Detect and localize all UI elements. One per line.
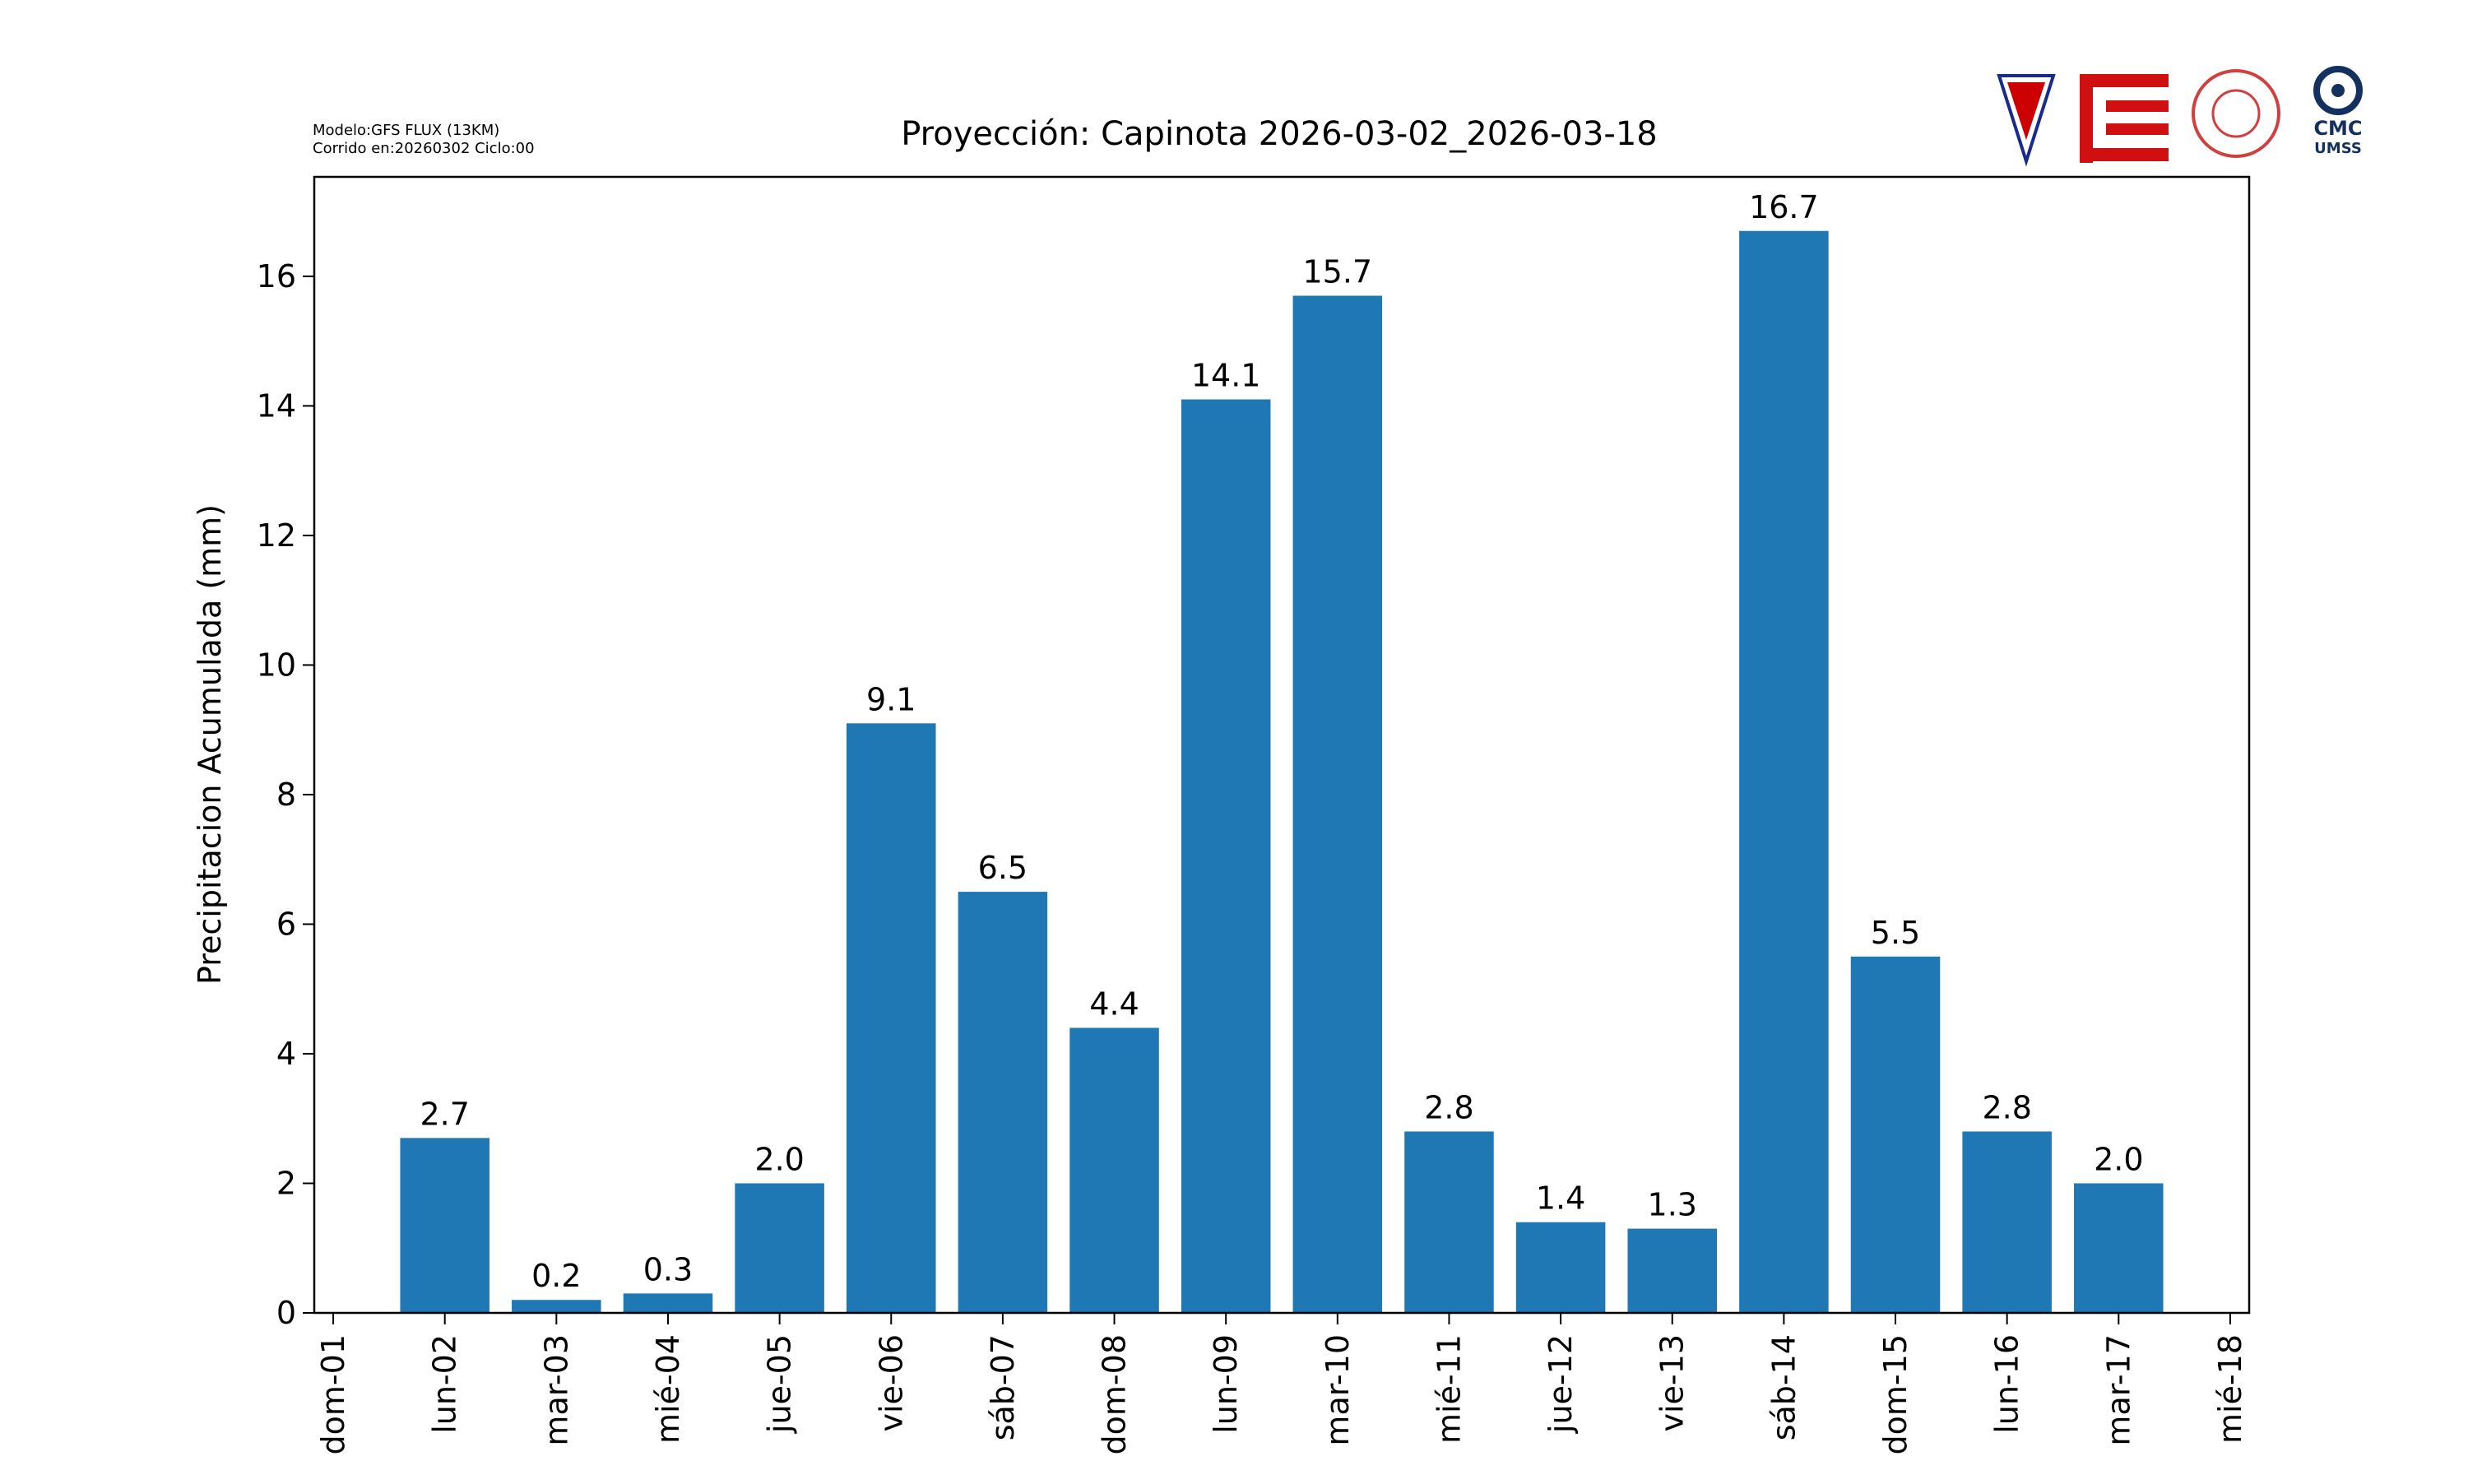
- value-label: 6.5: [978, 850, 1028, 886]
- value-label: 2.0: [754, 1141, 804, 1177]
- bar: [1850, 956, 1941, 1313]
- plot-frame: [313, 175, 2251, 1315]
- value-label: 15.7: [1303, 254, 1373, 290]
- bar: [1627, 1228, 1717, 1313]
- y-tick-label: 4: [276, 1036, 296, 1072]
- value-label: 2.7: [420, 1096, 469, 1132]
- x-tick-label: mié-04: [650, 1334, 686, 1444]
- chart-title: Proyección: Capinota 2026-03-02_2026-03-…: [901, 115, 1657, 153]
- bar: [735, 1183, 824, 1313]
- x-tick-label: vie-06: [873, 1334, 909, 1432]
- bar: [623, 1293, 713, 1313]
- x-tick-label: mié-18: [2212, 1334, 2248, 1444]
- bar: [847, 723, 936, 1313]
- logo-cmc-text: CMC: [2313, 117, 2362, 140]
- value-label: 16.7: [1749, 189, 1819, 225]
- y-tick-label: 10: [257, 647, 296, 683]
- run-note: Corrido en:20260302 Ciclo:00: [313, 140, 535, 157]
- logo-dept-inner: [2211, 89, 2261, 138]
- x-tick-label: sáb-14: [1765, 1334, 1802, 1440]
- x-tick-label: mar-17: [2100, 1334, 2136, 1446]
- y-tick-label: 0: [276, 1295, 296, 1331]
- bar: [1292, 295, 1383, 1313]
- value-label: 1.4: [1536, 1180, 1585, 1217]
- value-label: 2.0: [2094, 1141, 2143, 1177]
- value-label: 0.2: [531, 1258, 581, 1294]
- bar: [1069, 1027, 1159, 1313]
- x-tick-label: lun-02: [427, 1334, 463, 1434]
- bar: [958, 892, 1048, 1313]
- bar: [1515, 1222, 1606, 1313]
- value-label: 1.3: [1648, 1187, 1697, 1223]
- bar: [1181, 399, 1271, 1313]
- y-axis-label: Precipitacion Acumulada (mm): [192, 504, 228, 985]
- x-tick-label: mié-11: [1431, 1334, 1467, 1444]
- bar: [400, 1138, 489, 1313]
- value-label: 14.1: [1191, 358, 1261, 394]
- x-tick-label: lun-16: [1989, 1334, 2025, 1434]
- bar: [1739, 230, 1829, 1313]
- x-tick-label: dom-15: [1877, 1334, 1914, 1454]
- value-label: 5.5: [1871, 915, 1920, 951]
- bar: [512, 1300, 601, 1313]
- x-tick-label: mar-03: [538, 1334, 574, 1446]
- bar: [2074, 1183, 2164, 1313]
- y-tick-label: 16: [257, 258, 296, 294]
- logo-fcyt: [2080, 74, 2169, 163]
- x-tick-label: dom-08: [1097, 1334, 1133, 1454]
- x-tick-label: vie-13: [1654, 1334, 1691, 1432]
- x-tick-label: jue-12: [1542, 1334, 1579, 1434]
- y-tick-label: 2: [276, 1165, 296, 1201]
- x-tick-label: mar-10: [1320, 1334, 1356, 1446]
- x-tick-label: sáb-07: [985, 1334, 1021, 1440]
- logo-cmc-dot: [2331, 84, 2345, 97]
- y-tick-label: 12: [257, 517, 296, 554]
- value-label: 2.8: [1424, 1089, 1473, 1125]
- bar: [1962, 1131, 2052, 1313]
- logo-umss-inner: [2007, 82, 2045, 140]
- x-tick-label: jue-05: [762, 1334, 798, 1434]
- logos: CMC UMSS: [1997, 66, 2363, 167]
- y-tick-label: 6: [276, 906, 296, 942]
- bar: [1404, 1131, 1494, 1313]
- value-label: 4.4: [1089, 985, 1139, 1022]
- model-note: Modelo:GFS FLUX (13KM): [313, 122, 499, 139]
- value-label: 0.3: [643, 1251, 693, 1287]
- value-label: 9.1: [866, 681, 916, 717]
- logo-dept: [2192, 69, 2280, 158]
- y-tick-label: 8: [276, 777, 296, 813]
- y-tick-label: 14: [257, 387, 296, 424]
- value-label: 2.8: [1982, 1089, 2031, 1125]
- logo-umss-text: UMSS: [2314, 140, 2362, 157]
- x-tick-label: dom-01: [315, 1334, 351, 1454]
- x-tick-label: lun-09: [1208, 1334, 1244, 1434]
